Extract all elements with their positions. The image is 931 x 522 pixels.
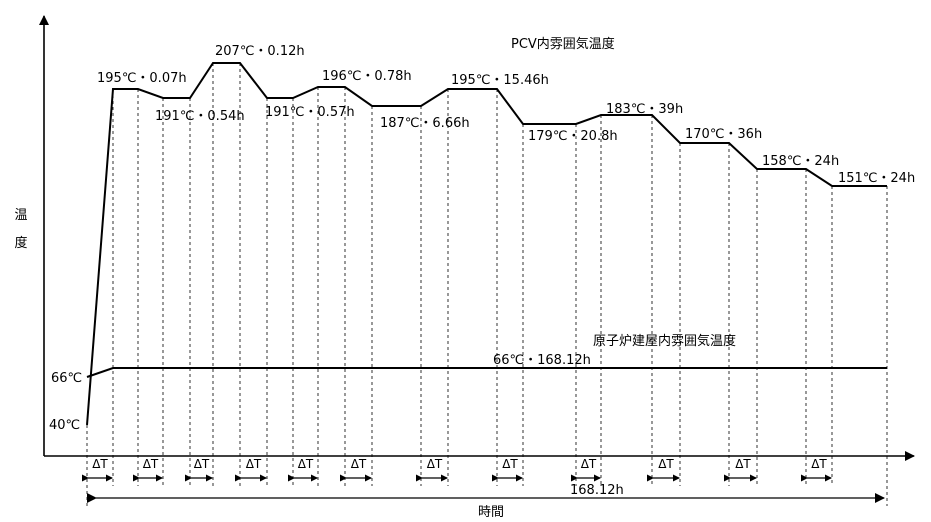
pcv-step-label-11: 158℃・24h — [762, 154, 839, 169]
pcv-step-label-2: 191℃・0.54h — [155, 109, 245, 124]
pcv-step-label-10: 170℃・36h — [685, 127, 762, 142]
delta-t-markers: ΔT ΔT ΔT ΔT ΔT ΔT ΔT ΔT ΔT ΔT ΔT ΔT — [82, 457, 832, 482]
time-division-guides — [86, 63, 888, 506]
delta-t-label: ΔT — [502, 457, 518, 471]
delta-t-label: ΔT — [735, 457, 751, 471]
delta-t-label: ΔT — [351, 457, 367, 471]
pcv-step-label-1: 195℃・0.07h — [97, 71, 187, 86]
pcv-step-label-4: 191℃・0.57h — [265, 105, 355, 120]
delta-t-label: ΔT — [92, 457, 108, 471]
delta-t-label: ΔT — [427, 457, 443, 471]
delta-t-label: ΔT — [658, 457, 674, 471]
delta-t-label: ΔT — [811, 457, 827, 471]
reactor-building-start-temperature-label: 66℃ — [51, 371, 82, 386]
pcv-step-label-7: 195℃・15.46h — [451, 73, 549, 88]
delta-t-label: ΔT — [143, 457, 159, 471]
reactor-building-temperature-curve — [86, 367, 887, 378]
x-axis-label: 時間 — [478, 505, 504, 520]
pcv-series-label: PCV内雰囲気温度 — [511, 36, 615, 52]
pcv-step-label-6: 187℃・6.66h — [380, 116, 470, 131]
y-axis-label-char-1: 温 — [14, 208, 27, 223]
delta-t-label: ΔT — [298, 457, 314, 471]
pcv-temperature-curve — [86, 62, 887, 426]
delta-t-label: ΔT — [246, 457, 262, 471]
delta-t-label: ΔT — [581, 457, 597, 471]
pcv-start-temperature-label: 40℃ — [49, 418, 80, 433]
total-duration-label: 168.12h — [570, 483, 624, 498]
pcv-step-label-8: 179℃・20.8h — [528, 129, 618, 144]
pcv-step-label-3: 207℃・0.12h — [215, 44, 305, 59]
pcv-step-label-9: 183℃・39h — [606, 102, 683, 117]
delta-t-label: ΔT — [194, 457, 210, 471]
reactor-building-series-label: 原子炉建屋内雰囲気温度 — [593, 333, 736, 349]
pcv-step-label-5: 196℃・0.78h — [322, 69, 412, 84]
pcv-step-label-12: 151℃・24h — [838, 171, 915, 186]
y-axis-label-char-2: 度 — [14, 235, 27, 251]
reactor-building-step-label: 66℃・168.12h — [493, 353, 591, 368]
